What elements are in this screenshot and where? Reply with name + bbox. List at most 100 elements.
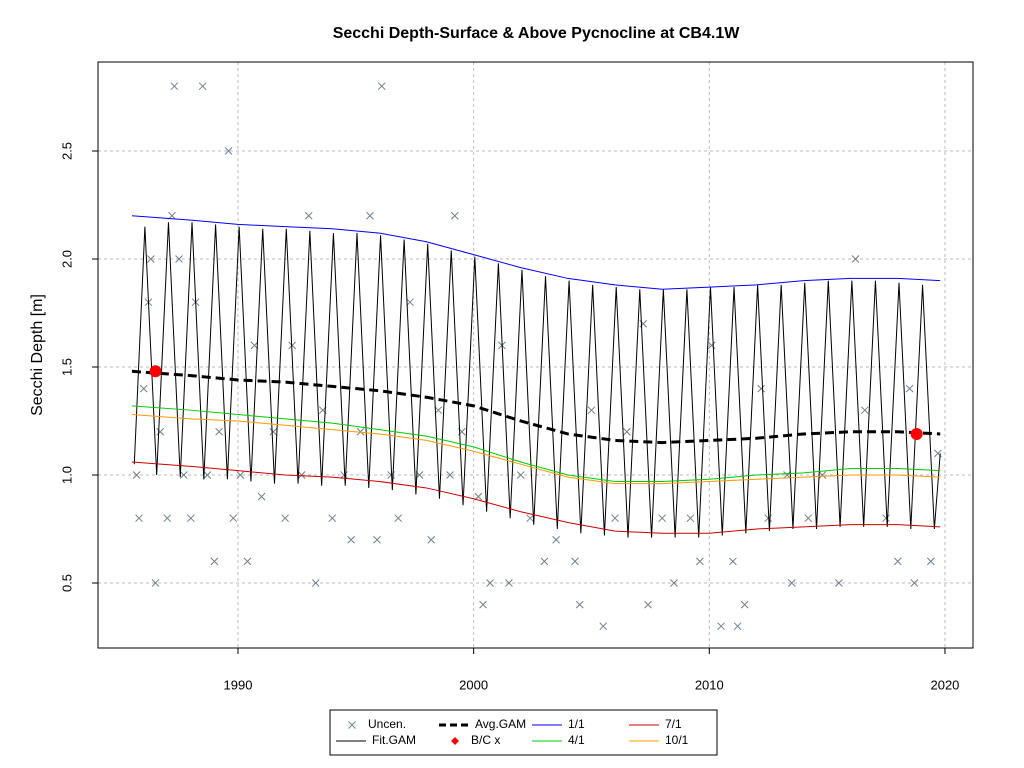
data-point xyxy=(729,557,737,566)
data-point xyxy=(486,579,494,587)
series-line xyxy=(131,461,941,534)
data-point xyxy=(406,298,414,307)
series-line xyxy=(131,405,941,482)
data-point xyxy=(860,406,869,415)
data-point xyxy=(132,471,141,479)
data-point xyxy=(740,600,749,609)
data-point xyxy=(540,557,549,566)
data-point xyxy=(304,211,313,220)
x-tick-label: 2010 xyxy=(695,677,724,692)
data-point xyxy=(146,255,155,263)
data-point xyxy=(243,557,252,566)
data-point xyxy=(394,514,403,523)
data-point xyxy=(198,82,207,91)
data-point xyxy=(446,471,454,479)
series-line xyxy=(133,222,941,538)
y-tick-label: 2.5 xyxy=(59,142,74,160)
data-point xyxy=(224,147,233,155)
series-line xyxy=(131,215,941,290)
data-point xyxy=(427,535,436,544)
data-point xyxy=(670,579,678,587)
data-point xyxy=(893,557,902,566)
legend-label: Avg.GAM xyxy=(475,717,526,731)
x-tick-label: 1990 xyxy=(224,677,253,692)
legend-label: Uncen. xyxy=(368,717,406,731)
data-point xyxy=(526,514,535,523)
data-point xyxy=(851,255,860,263)
legend-label: 1/1 xyxy=(568,717,585,731)
data-point xyxy=(804,514,813,523)
data-point xyxy=(787,579,796,587)
data-point xyxy=(686,514,695,523)
data-point xyxy=(599,622,608,631)
data-point xyxy=(203,471,212,479)
x-tick-label: 2020 xyxy=(930,677,959,692)
data-point xyxy=(373,535,381,544)
data-point xyxy=(926,557,935,566)
data-point xyxy=(479,600,487,609)
data-point xyxy=(281,514,289,523)
y-tick-label: 0.5 xyxy=(59,574,74,592)
data-point xyxy=(149,365,162,378)
data-point xyxy=(571,557,579,566)
data-point xyxy=(516,471,525,479)
data-point xyxy=(377,82,386,91)
data-point xyxy=(163,514,172,523)
data-point xyxy=(622,427,631,436)
legend-symbol xyxy=(348,721,356,729)
data-point xyxy=(210,557,219,566)
data-point xyxy=(575,600,584,609)
data-point xyxy=(156,427,165,436)
data-point xyxy=(257,492,266,501)
data-point xyxy=(552,535,560,544)
data-point xyxy=(611,514,619,523)
data-point xyxy=(505,579,513,587)
x-tick-label: 2000 xyxy=(459,677,488,692)
legend-box xyxy=(329,709,718,756)
data-point xyxy=(297,471,306,479)
data-point xyxy=(311,579,320,587)
data-point xyxy=(340,471,348,479)
data-point xyxy=(707,341,716,350)
legend-label: 4/1 xyxy=(568,733,585,747)
data-point xyxy=(835,579,843,587)
data-point xyxy=(170,82,179,91)
y-tick-label: 1.5 xyxy=(59,358,74,376)
data-point xyxy=(179,471,188,479)
legend-label: 10/1 xyxy=(665,733,689,747)
data-point xyxy=(229,514,238,523)
plot-frame xyxy=(97,61,974,649)
series-line xyxy=(131,414,941,485)
y-tick-label: 1.0 xyxy=(59,466,74,484)
data-point xyxy=(347,535,355,544)
data-point xyxy=(717,622,725,631)
y-axis-label: Secchi Depth [m] xyxy=(29,294,46,416)
data-point xyxy=(215,427,223,436)
data-point xyxy=(450,211,459,220)
data-point xyxy=(757,384,765,393)
legend-label: B/C x xyxy=(471,733,500,747)
data-point xyxy=(818,471,827,479)
data-point xyxy=(733,622,742,631)
chart-title: Secchi Depth-Surface & Above Pycnocline … xyxy=(333,25,741,42)
legend-label: Fit.GAM xyxy=(372,733,416,747)
data-point xyxy=(236,471,245,479)
data-point xyxy=(328,514,337,523)
data-point xyxy=(587,406,596,415)
data-point xyxy=(175,255,183,263)
data-point xyxy=(186,514,195,523)
data-point xyxy=(366,211,374,220)
data-point xyxy=(151,579,160,587)
series-line xyxy=(131,369,941,445)
data-point xyxy=(910,427,923,440)
data-point xyxy=(882,514,890,523)
y-tick-label: 2.0 xyxy=(59,250,74,268)
legend-label: 7/1 xyxy=(665,717,682,731)
data-point xyxy=(905,384,914,393)
data-point xyxy=(644,600,652,609)
data-point xyxy=(910,579,919,587)
legend-symbol xyxy=(451,737,459,745)
data-point xyxy=(135,514,143,523)
data-point xyxy=(269,427,278,436)
